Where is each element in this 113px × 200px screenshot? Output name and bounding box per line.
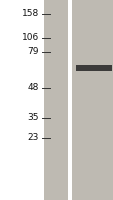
Text: 79: 79 bbox=[27, 47, 39, 56]
Bar bbox=[44, 0, 67, 200]
Bar bbox=[71, 0, 113, 200]
Text: 35: 35 bbox=[27, 114, 39, 122]
Text: 23: 23 bbox=[27, 134, 39, 142]
Bar bbox=[75, 65, 111, 71]
Text: 48: 48 bbox=[27, 84, 39, 92]
Text: 158: 158 bbox=[22, 9, 39, 19]
Bar bbox=[67, 0, 71, 200]
Text: 106: 106 bbox=[22, 33, 39, 43]
